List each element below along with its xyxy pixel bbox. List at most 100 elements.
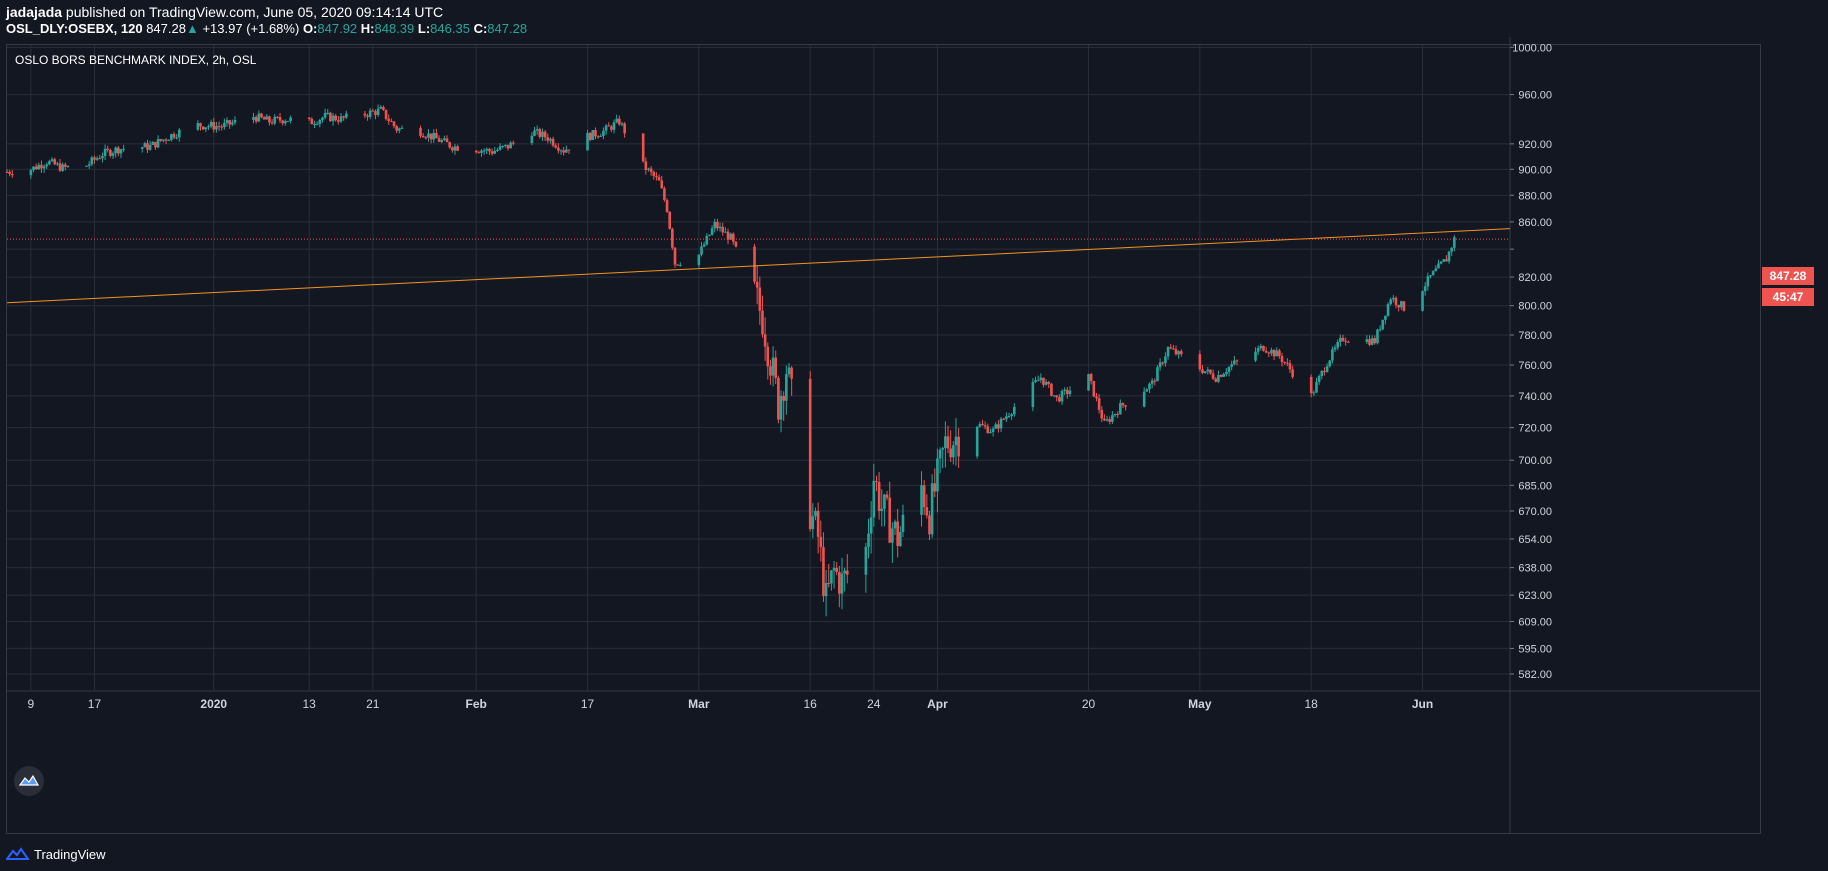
candle[interactable] [64,162,67,171]
candle[interactable] [119,148,123,159]
candle[interactable] [1368,335,1371,347]
candle[interactable] [400,125,404,129]
candle[interactable] [997,420,1000,433]
candle[interactable] [901,504,905,538]
candle[interactable] [1262,345,1265,352]
candle[interactable] [427,129,430,142]
candle[interactable] [228,119,231,129]
candle[interactable] [713,218,717,233]
author-name[interactable]: jadajada [6,4,63,20]
candle[interactable] [56,161,59,166]
candle[interactable] [1177,350,1180,359]
candle[interactable] [1087,373,1090,391]
candle[interactable] [543,129,547,141]
candle[interactable] [1153,378,1157,386]
candle[interactable] [986,423,990,434]
candle[interactable] [1378,325,1382,332]
candle[interactable] [1434,265,1438,272]
candle[interactable] [753,243,756,285]
symbol-label[interactable]: OSL_DLY:OSEBX, 120 [6,21,143,36]
candle[interactable] [289,115,292,124]
candle[interactable] [920,471,923,527]
candle[interactable] [763,317,767,361]
candle[interactable] [29,168,33,179]
candle[interactable] [106,145,110,153]
candle[interactable] [559,149,563,155]
candle[interactable] [1119,399,1122,415]
candle[interactable] [1166,346,1170,360]
candle[interactable] [1097,394,1101,414]
candle[interactable] [1161,361,1165,366]
candle[interactable] [398,127,401,134]
candle[interactable] [501,145,504,149]
candle[interactable] [376,104,380,117]
candle[interactable] [509,141,512,149]
candle[interactable] [482,148,486,155]
candle[interactable] [154,141,157,150]
candle[interactable] [315,121,319,126]
candle[interactable] [474,150,478,154]
candle[interactable] [321,116,324,123]
candle[interactable] [278,113,282,124]
candle[interactable] [273,114,277,126]
candle[interactable] [284,119,287,126]
candle[interactable] [1270,347,1273,356]
candle[interactable] [999,416,1003,433]
candle[interactable] [936,448,939,513]
candle[interactable] [252,112,255,124]
candle[interactable] [178,128,181,142]
candle[interactable] [286,120,290,122]
candle[interactable] [883,493,886,527]
candle[interactable] [1150,378,1154,389]
candle[interactable] [371,108,375,112]
candle[interactable] [103,144,107,161]
candle[interactable] [1397,304,1400,312]
candle[interactable] [209,119,213,129]
candle[interactable] [374,109,377,120]
candle[interactable] [345,110,348,120]
candle[interactable] [66,165,70,168]
candle[interactable] [1365,335,1369,345]
candle[interactable] [1002,417,1005,421]
candle[interactable] [1209,369,1212,375]
candle[interactable] [162,139,165,143]
candle[interactable] [504,144,507,148]
candle[interactable] [1283,361,1286,365]
candle[interactable] [196,120,200,131]
candle[interactable] [1286,358,1289,367]
candle[interactable] [1230,360,1233,371]
candle[interactable] [952,441,955,465]
candle[interactable] [599,133,603,137]
candle[interactable] [761,295,764,338]
candle[interactable] [893,519,897,536]
candle[interactable] [1047,380,1051,389]
candle[interactable] [567,149,571,154]
candle[interactable] [334,114,337,122]
candle[interactable] [816,502,820,554]
candle[interactable] [217,121,221,131]
candle[interactable] [37,162,41,170]
candle[interactable] [95,156,99,161]
candle[interactable] [1259,343,1263,351]
candle[interactable] [5,169,9,173]
candle[interactable] [1174,345,1178,356]
candle[interactable] [11,169,14,178]
candle[interactable] [1095,392,1098,402]
candle[interactable] [1044,379,1048,386]
candle[interactable] [313,120,316,129]
candle[interactable] [533,126,536,137]
candle[interactable] [172,131,176,140]
candle[interactable] [758,276,762,325]
candle[interactable] [1370,335,1374,346]
candle[interactable] [1031,378,1035,412]
candle[interactable] [225,117,229,127]
candle[interactable] [1312,390,1316,397]
candle[interactable] [331,112,335,126]
candle[interactable] [148,140,152,151]
candle[interactable] [61,162,64,172]
candle[interactable] [366,113,369,121]
candle[interactable] [888,481,892,544]
candle[interactable] [207,124,210,130]
candle[interactable] [58,159,62,172]
candle[interactable] [1148,382,1151,393]
